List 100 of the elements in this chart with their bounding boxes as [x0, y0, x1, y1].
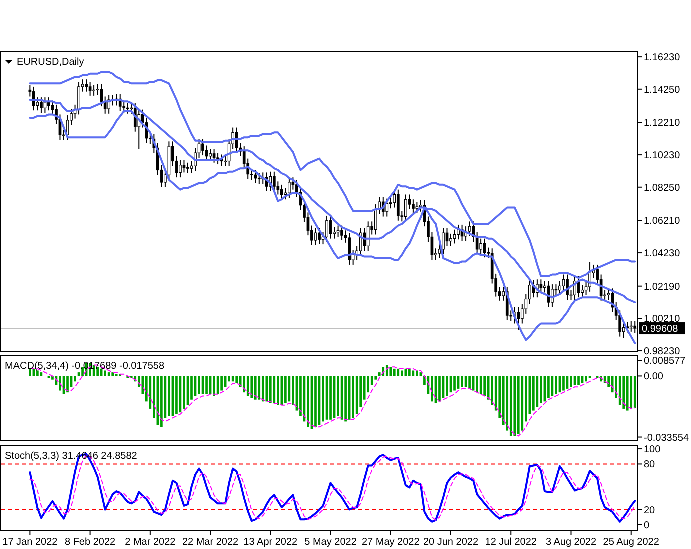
bar — [337, 376, 340, 416]
bar — [176, 376, 178, 414]
candlestick — [314, 228, 318, 246]
y-tick-label: 1.06210 — [644, 216, 681, 228]
bar — [262, 376, 264, 402]
candlestick — [85, 79, 88, 92]
bar — [514, 376, 516, 436]
y-tick-label: 1.16230 — [644, 52, 681, 64]
bar — [416, 370, 418, 376]
bar — [352, 376, 354, 418]
x-tick-label: 2 Mar 2022 — [125, 537, 176, 548]
bar — [206, 376, 208, 394]
bar — [266, 376, 268, 402]
x-tick-label: 25 Aug 2022 — [603, 537, 660, 548]
bar — [622, 376, 626, 409]
bar — [562, 376, 565, 391]
x-tick-label: 22 Mar 2022 — [182, 537, 240, 548]
candlestick — [450, 233, 452, 247]
bar — [468, 376, 471, 389]
bar — [168, 376, 170, 416]
bar — [344, 376, 347, 422]
bar — [393, 368, 396, 376]
candlestick — [366, 221, 370, 252]
candlestick — [292, 177, 295, 190]
bar — [386, 365, 388, 376]
candlestick — [212, 148, 216, 164]
candlestick — [480, 238, 482, 255]
candlestick — [202, 138, 204, 156]
candlestick — [517, 306, 520, 330]
bar — [630, 376, 633, 409]
candlestick — [581, 284, 584, 298]
bar — [510, 376, 512, 436]
bar — [269, 376, 272, 404]
ref-line-label: 0.99608 — [642, 324, 679, 336]
bar — [236, 376, 238, 384]
bar — [540, 376, 542, 404]
candlestick — [272, 171, 276, 192]
bar — [160, 376, 163, 428]
bar — [59, 376, 62, 391]
bar — [585, 376, 588, 382]
bar — [532, 376, 535, 411]
x-tick-label: 20 Jun 2022 — [423, 537, 479, 548]
candlestick — [547, 280, 550, 308]
candlestick — [483, 238, 486, 258]
candlestick — [416, 202, 419, 214]
y-tick-label: 0.008577 — [644, 356, 686, 368]
bar — [517, 376, 520, 434]
candlestick — [40, 97, 43, 114]
bar — [250, 376, 254, 398]
candlestick — [329, 215, 332, 240]
y-tick-label: 0 — [644, 520, 650, 532]
candlestick — [104, 96, 107, 114]
candlestick — [318, 228, 321, 246]
candlestick — [88, 82, 92, 96]
candlestick — [386, 198, 389, 218]
candlestick — [540, 279, 543, 294]
bar — [183, 376, 186, 409]
y-tick-label: 1.00210 — [644, 314, 681, 326]
candlestick — [186, 162, 190, 174]
bar — [555, 376, 558, 394]
bar — [322, 376, 324, 422]
bar — [258, 376, 261, 400]
candlestick — [396, 189, 400, 222]
bar — [618, 376, 622, 406]
bar — [476, 376, 478, 393]
y-tick-label: 1.04230 — [644, 248, 681, 260]
y-tick-label: 0.00 — [644, 372, 664, 383]
bar — [112, 372, 114, 376]
candlestick — [551, 284, 554, 308]
bar — [397, 368, 400, 376]
candlestick — [404, 194, 408, 222]
bar — [438, 376, 441, 402]
candlestick — [566, 274, 569, 301]
bar — [401, 370, 404, 376]
y-tick-label: 0.98230 — [644, 346, 681, 358]
candlestick — [254, 170, 258, 184]
bar — [548, 376, 550, 398]
bar — [108, 372, 110, 376]
candlestick — [78, 82, 80, 116]
bar — [314, 376, 317, 428]
candlestick — [412, 199, 415, 214]
bar — [408, 368, 411, 376]
candlestick — [280, 184, 284, 200]
candlestick — [359, 228, 362, 256]
candlestick — [216, 152, 220, 166]
bar — [578, 376, 580, 386]
candlestick — [126, 102, 130, 114]
candlestick — [100, 84, 103, 108]
y-tick-label: -0.033554 — [644, 432, 690, 444]
bar — [284, 376, 287, 404]
candlestick — [258, 173, 261, 185]
x-tick-label: 27 May 2022 — [362, 537, 420, 548]
bar — [634, 376, 636, 408]
x-tick-label: 12 Jul 2022 — [485, 537, 538, 548]
candlestick — [630, 320, 633, 332]
bar — [104, 370, 106, 376]
candlestick — [442, 228, 445, 255]
y-tick-label: 1.14250 — [644, 84, 681, 96]
bar — [273, 376, 276, 404]
candlestick — [209, 148, 212, 162]
